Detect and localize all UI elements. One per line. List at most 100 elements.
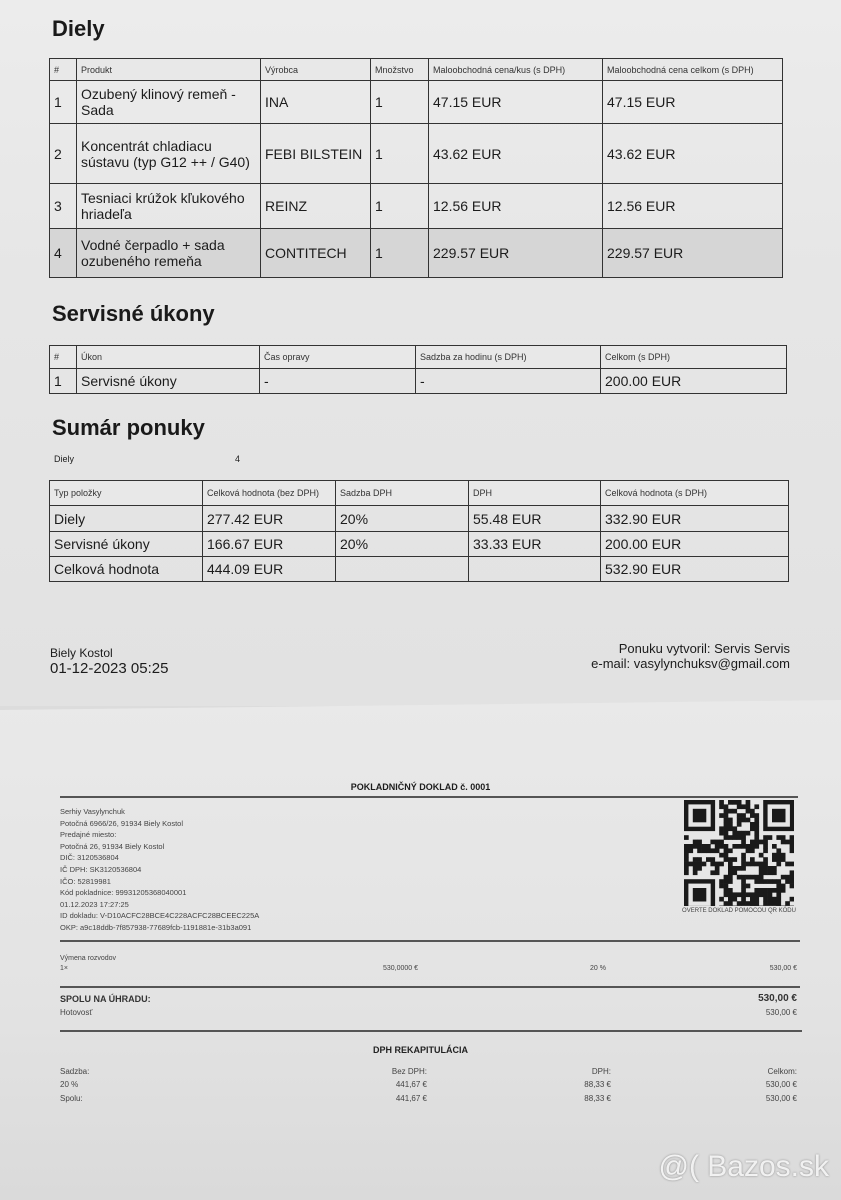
qr-module xyxy=(754,901,760,906)
cell: 1 xyxy=(370,183,429,229)
seller-info-line: Predajné miesto: xyxy=(60,830,117,840)
qr-module xyxy=(785,879,790,884)
qr-module xyxy=(767,835,773,840)
cell: 444.09 EUR xyxy=(202,556,336,582)
qr-module xyxy=(692,866,698,871)
qr-module xyxy=(741,883,746,889)
qr-module xyxy=(745,800,751,805)
services-title: Servisné úkony xyxy=(52,301,215,326)
qr-module xyxy=(776,861,782,867)
seller-info-line: DIČ: 3120536804 xyxy=(60,853,119,863)
qr-module xyxy=(684,848,689,854)
qr-module xyxy=(772,808,786,823)
qr-module xyxy=(758,852,764,858)
qr-module xyxy=(701,844,707,849)
seller-info-line: Kód pokladnice: 99931205368040001 xyxy=(60,888,187,898)
qr-module xyxy=(732,830,738,836)
cell: 1 xyxy=(370,80,429,124)
qr-module xyxy=(767,896,773,902)
qr-module xyxy=(723,844,729,849)
qr-module xyxy=(785,861,790,867)
qr-module xyxy=(736,830,742,836)
col-header: Čas opravy xyxy=(259,345,416,369)
qr-module xyxy=(697,839,702,845)
qr-module xyxy=(723,892,729,898)
qr-module xyxy=(767,879,773,884)
qr-module xyxy=(776,892,782,898)
qr-module xyxy=(728,896,733,902)
qr-module xyxy=(745,892,751,898)
qr-module xyxy=(763,892,768,898)
qr-module xyxy=(688,861,694,867)
qr-module xyxy=(772,901,777,906)
qr-module xyxy=(706,857,711,862)
cell: INA xyxy=(260,80,371,124)
qr-module xyxy=(767,870,773,876)
qr-module xyxy=(741,896,746,902)
qr-module xyxy=(728,901,733,906)
qr-module xyxy=(719,896,724,902)
qr-module xyxy=(706,848,711,854)
qr-module xyxy=(719,839,724,845)
qr-module xyxy=(745,901,751,906)
qr-module xyxy=(736,901,742,906)
qr-module xyxy=(754,826,760,832)
qr-module xyxy=(723,883,729,889)
qr-module xyxy=(736,813,742,818)
cell: 200.00 EUR xyxy=(600,531,789,557)
qr-module xyxy=(684,866,689,871)
cell: 43.62 EUR xyxy=(602,123,783,184)
qr-module xyxy=(780,852,786,858)
cell: 20% xyxy=(335,505,469,532)
receipt-title: POKLADNIČNÝ DOKLAD č. 0001 xyxy=(350,782,491,792)
qr-module xyxy=(736,874,742,880)
col-header: Maloobchodná cena celkom (s DPH) xyxy=(602,58,783,81)
cell: - xyxy=(415,368,601,394)
qr-module xyxy=(736,844,742,849)
qr-module xyxy=(741,813,746,818)
vat-title: DPH REKAPITULÁCIA xyxy=(372,1045,468,1055)
col-header: Množstvo xyxy=(370,58,429,81)
qr-module xyxy=(750,844,755,849)
qr-module xyxy=(745,861,751,867)
qr-module xyxy=(741,844,746,849)
vat-cell: 530,00 € xyxy=(765,1094,797,1103)
qr-module xyxy=(723,901,729,906)
cell xyxy=(335,556,469,582)
qr-module xyxy=(692,861,698,867)
col-header: Celkom (s DPH) xyxy=(600,345,787,369)
qr-module xyxy=(710,848,716,854)
qr-module xyxy=(750,861,755,867)
footer-email: e-mail: vasylynchuksv@gmail.com xyxy=(591,656,790,671)
qr-module xyxy=(780,874,786,880)
qr-module xyxy=(723,817,729,823)
qr-module xyxy=(785,901,790,906)
parts-count-label: Diely xyxy=(54,454,75,464)
seller-info-line: Potočná 26, 91934 Biely Kostol xyxy=(60,841,165,851)
col-header: Celková hodnota (s DPH) xyxy=(600,480,789,506)
col-header: Celková hodnota (bez DPH) xyxy=(202,480,336,506)
col-header: Úkon xyxy=(76,345,260,369)
qr-module xyxy=(736,835,742,840)
col-header: DPH xyxy=(468,480,601,506)
cell: 1 xyxy=(370,228,429,278)
qr-module xyxy=(763,896,768,902)
qr-module xyxy=(754,813,760,818)
qr-module xyxy=(745,830,751,836)
qr-module xyxy=(763,848,768,854)
qr-module xyxy=(684,852,689,858)
cell: 43.62 EUR xyxy=(428,123,603,184)
cell: 12.56 EUR xyxy=(428,183,603,229)
qr-module xyxy=(714,861,720,867)
qr-module xyxy=(776,896,782,902)
qr-module xyxy=(789,848,794,854)
qr-module xyxy=(732,808,738,814)
cell: Servisné úkony xyxy=(76,368,260,394)
qr-module xyxy=(741,901,746,906)
qr-module xyxy=(754,835,760,840)
vat-cell: 441,67 € xyxy=(395,1094,427,1103)
qr-module xyxy=(719,826,724,832)
qr-module xyxy=(732,870,738,876)
qr-module xyxy=(728,835,733,840)
seller-info-line: OKP: a9c18ddb-7f857938-77689fcb-1191881e… xyxy=(60,922,252,932)
